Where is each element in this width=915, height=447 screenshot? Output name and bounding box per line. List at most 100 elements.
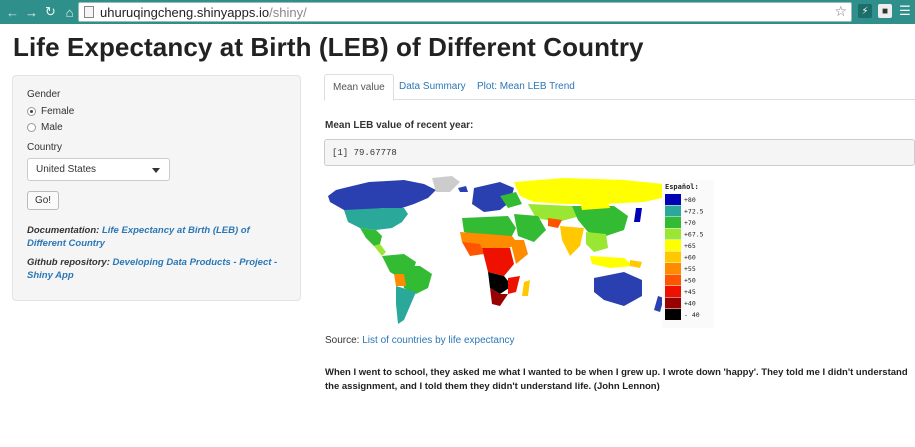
map-japan: [634, 208, 642, 222]
map-legend-items: +80 +72.5 +70 +67.5 +65 +60 +55 +50 +45 +40 - 40: [665, 194, 704, 320]
tab-plot-mean-leb-trend[interactable]: Plot: Mean LEB Trend: [477, 81, 575, 92]
map-greenland: [432, 176, 460, 192]
map-mozambique: [508, 276, 520, 294]
extension-icon[interactable]: ■: [878, 4, 892, 18]
source-link[interactable]: List of countries by life expectancy: [362, 335, 515, 346]
map-bolivia: [394, 274, 406, 286]
radio-label: Female: [41, 106, 75, 117]
legend-swatch: [665, 228, 681, 240]
address-bar[interactable]: uhuruqingcheng.shinyapps.io/shiny/ ☆: [78, 2, 852, 22]
go-button[interactable]: Go!: [27, 191, 59, 210]
legend-swatch: [665, 240, 681, 251]
source-prefix: Source:: [325, 335, 360, 346]
map-south-central-africa: [488, 272, 512, 294]
legend-label: +70: [684, 219, 696, 227]
map-eastern-europe: [500, 192, 522, 208]
radio-male[interactable]: Male: [27, 122, 63, 133]
map-middle-east: [514, 214, 546, 242]
map-madagascar: [522, 280, 530, 296]
documentation-prefix: Documentation:: [27, 225, 100, 236]
tab-data-summary[interactable]: Data Summary: [399, 81, 466, 92]
legend-label: +65: [684, 242, 696, 250]
browser-toolbar: ← → ↻ ⌂ uhuruqingcheng.shinyapps.io/shin…: [0, 0, 915, 24]
map-central-asia: [528, 204, 580, 222]
legend-swatch: [665, 274, 681, 286]
repository-link[interactable]: Developing Data Products - Project - Shi…: [27, 257, 278, 281]
result-heading: Mean LEB value of recent year:: [325, 120, 474, 131]
legend-swatch: [665, 194, 681, 205]
forward-icon[interactable]: →: [25, 4, 38, 20]
reload-icon[interactable]: ↻: [45, 4, 56, 19]
country-label: Country: [27, 142, 63, 153]
map-new-zealand: [654, 296, 664, 312]
tab-mean-value[interactable]: Mean value: [324, 74, 394, 101]
map-europe: [472, 182, 514, 212]
map-southeast-asia: [586, 232, 608, 252]
source-line: Source: List of countries by life expect…: [325, 335, 515, 346]
legend-swatch: [665, 251, 681, 263]
map-usa: [344, 208, 408, 230]
tab-bar: Mean value Data Summary Plot: Mean LEB T…: [324, 74, 915, 101]
map-australia: [594, 272, 642, 306]
legend-label: +72.5: [684, 208, 704, 216]
map-alaska: [328, 188, 344, 202]
map-southern-africa: [490, 288, 508, 306]
legend-label: +67.5: [684, 231, 704, 239]
legend-label: +50: [684, 277, 696, 285]
map-legend-title: Español:: [665, 183, 699, 191]
gender-label: Gender: [27, 89, 61, 100]
country-select[interactable]: United States: [27, 158, 170, 181]
country-select-value: United States: [36, 164, 97, 175]
legend-label: - 40: [684, 311, 700, 319]
map-mongolia: [580, 202, 610, 210]
legend-swatch: [665, 263, 681, 274]
world-life-expectancy-map: Español: +80 +72.5 +70 +67.5 +65 +60 +55 +50 +45…: [324, 174, 716, 328]
map-brazil: [400, 266, 432, 294]
map-argentina: [396, 286, 416, 324]
legend-label: +45: [684, 288, 696, 296]
legend-swatch: [665, 309, 681, 320]
page-title: Life Expectancy at Birth (LEB) of Differ…: [13, 32, 644, 62]
url-path: /shiny/: [269, 4, 307, 20]
map-china: [572, 206, 628, 236]
radio-female[interactable]: Female: [27, 106, 74, 117]
sidebar-panel: Gender Female Male Country United States…: [12, 75, 301, 301]
map-india: [560, 226, 584, 256]
bookmark-star-icon[interactable]: ☆: [834, 3, 847, 19]
map-iceland: [458, 186, 468, 192]
home-icon[interactable]: ⌂: [65, 4, 74, 20]
map-north-africa: [462, 216, 516, 236]
url-host: uhuruqingcheng.shinyapps.io: [100, 4, 270, 20]
map-png: [630, 260, 642, 268]
legend-swatch: [665, 217, 681, 228]
back-icon[interactable]: ←: [6, 4, 19, 20]
map-central-america: [374, 244, 386, 256]
radio-label: Male: [41, 122, 63, 133]
map-afghanistan: [548, 218, 562, 228]
map-indonesia: [590, 256, 634, 268]
map-west-africa: [462, 242, 484, 256]
repository-line: Github repository: Developing Data Produ…: [27, 256, 289, 282]
legend-swatch: [665, 286, 681, 297]
quote-text: When I went to school, they asked me wha…: [325, 367, 908, 392]
legend-label: +40: [684, 300, 696, 308]
repository-prefix: Github repository:: [27, 257, 110, 268]
map-canada: [330, 180, 436, 210]
map-east-africa: [510, 240, 528, 264]
menu-icon[interactable]: ☰: [898, 3, 912, 18]
radio-button[interactable]: [27, 107, 36, 116]
legend-label: +80: [684, 196, 696, 204]
legend-label: +55: [684, 265, 696, 273]
extension-icon[interactable]: ⚡: [858, 4, 872, 18]
map-mexico: [360, 228, 382, 246]
documentation-line: Documentation: Life Expectancy at Birth …: [27, 224, 289, 250]
legend-swatch: [665, 297, 681, 309]
documentation-link[interactable]: Life Expectancy at Birth (LEB) of Differ…: [27, 225, 250, 249]
legend-label: +60: [684, 254, 696, 262]
page-icon: [84, 6, 94, 18]
result-output: [1] 79.67778: [324, 139, 915, 166]
map-central-africa: [482, 248, 514, 276]
chevron-down-icon: [152, 168, 160, 173]
radio-button[interactable]: [27, 123, 36, 132]
map-russia: [514, 178, 670, 204]
